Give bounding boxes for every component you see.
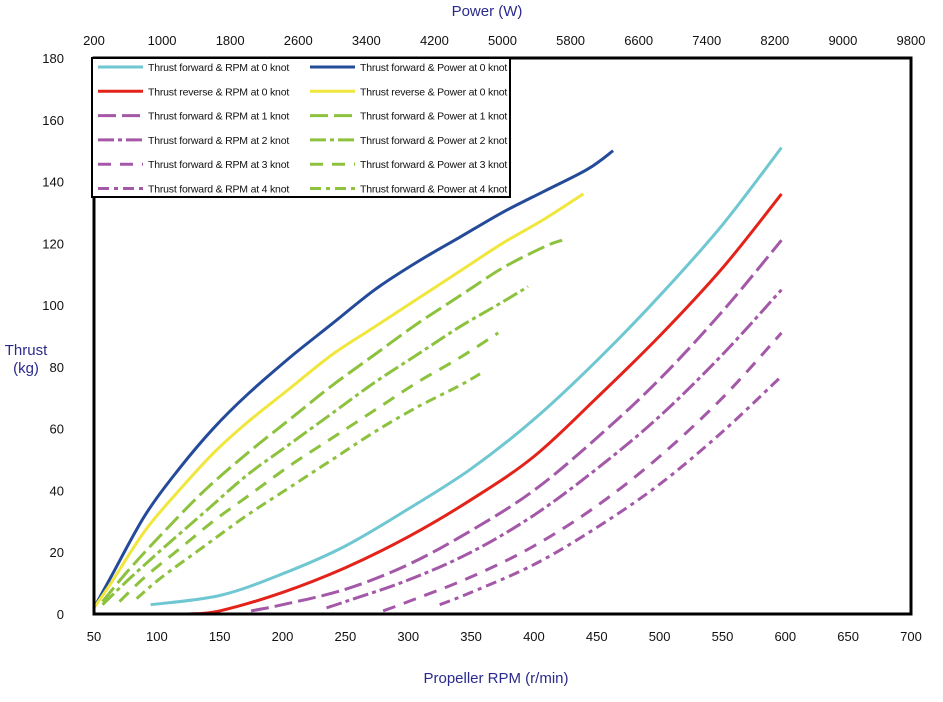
power-tick-label: 9000 <box>828 33 857 48</box>
power-tick-label: 1000 <box>148 33 177 48</box>
rpm-tick-label: 350 <box>460 629 482 644</box>
thrust-tick-label: 60 <box>50 422 64 437</box>
thrust-tick-label: 180 <box>42 51 64 66</box>
thrust-tick-label: 100 <box>42 298 64 313</box>
legend-label-thrust-forward-power-at-4-knot: Thrust forward & Power at 4 knot <box>360 184 507 196</box>
power-tick-labels: 200 1000 1800 2600 3400 4200 5000 5800 6600 7400 8… <box>83 33 925 48</box>
legend-label-thrust-forward-rpm-at-0-knot: Thrust forward & RPM at 0 knot <box>148 62 289 74</box>
power-tick-label: 3400 <box>352 33 381 48</box>
rpm-tick-label: 600 <box>774 629 796 644</box>
rpm-tick-labels: 50 100 150 200 250 300 350 400 450 500 550 600 650 70… <box>87 629 922 644</box>
series-line-thrust-forward-power-at-3-knot <box>118 331 500 603</box>
power-tick-label: 8200 <box>760 33 789 48</box>
thrust-tick-label: 160 <box>42 113 64 128</box>
series-line-thrust-reverse-rpm-at-0-knot <box>188 192 783 616</box>
rpm-tick-label: 650 <box>837 629 859 644</box>
rpm-tick-label: 550 <box>712 629 734 644</box>
legend-label-thrust-forward-power-at-0-knot: Thrust forward & Power at 0 knot <box>360 62 507 74</box>
legend-label-thrust-reverse-power-at-0-knot: Thrust reverse & Power at 0 knot <box>360 86 507 98</box>
thrust-tick-label: 20 <box>50 545 64 560</box>
series-line-thrust-forward-power-at-1-knot <box>101 238 563 603</box>
series-line-thrust-forward-rpm-at-3-knot <box>382 331 783 613</box>
legend-label-thrust-forward-rpm-at-1-knot: Thrust forward & RPM at 1 knot <box>148 111 289 123</box>
series-curves <box>92 146 783 616</box>
rpm-tick-label: 450 <box>586 629 608 644</box>
legend-label-thrust-forward-power-at-3-knot: Thrust forward & Power at 3 knot <box>360 159 507 171</box>
legend-label-thrust-forward-rpm-at-2-knot: Thrust forward & RPM at 2 knot <box>148 135 289 147</box>
thrust-tick-labels: 0 20 40 60 80 100 120 140 160 180 <box>42 51 64 622</box>
power-tick-label: 7400 <box>692 33 721 48</box>
thrust-tick-label: 40 <box>50 483 64 498</box>
legend-box <box>91 57 511 198</box>
rpm-tick-label: 200 <box>272 629 294 644</box>
series-line-thrust-forward-rpm-at-4-knot <box>439 375 783 607</box>
thrust-tick-label: 80 <box>50 360 64 375</box>
rpm-tick-label: 100 <box>146 629 168 644</box>
series-line-thrust-forward-power-at-0-knot <box>92 149 615 609</box>
power-tick-label: 200 <box>83 33 105 48</box>
rpm-tick-label: 500 <box>649 629 671 644</box>
series-line-thrust-reverse-power-at-0-knot <box>92 192 585 609</box>
series-line-thrust-forward-power-at-4-knot <box>135 371 482 600</box>
rpm-tick-label: 250 <box>335 629 357 644</box>
thrust-axis-title: Thrust <box>5 342 48 359</box>
rpm-tick-label: 700 <box>900 629 922 644</box>
thrust-tick-label: 120 <box>42 236 64 251</box>
legend: Thrust forward & RPM at 0 knot Thrust for… <box>91 57 511 198</box>
legend-label-thrust-forward-power-at-2-knot: Thrust forward & Power at 2 knot <box>360 135 507 147</box>
rpm-tick-label: 400 <box>523 629 545 644</box>
series-line-thrust-forward-power-at-2-knot <box>101 285 529 606</box>
rpm-tick-label: 300 <box>397 629 419 644</box>
rpm-tick-label: 150 <box>209 629 231 644</box>
legend-label-thrust-forward-rpm-at-3-knot: Thrust forward & RPM at 3 knot <box>148 159 289 171</box>
thrust-axis-unit: (kg) <box>13 360 39 377</box>
power-tick-label: 6600 <box>624 33 653 48</box>
power-tick-label: 5000 <box>488 33 517 48</box>
rpm-tick-label: 50 <box>87 629 101 644</box>
power-tick-label: 5800 <box>556 33 585 48</box>
series-line-thrust-forward-rpm-at-0-knot <box>150 146 783 607</box>
thrust-tick-label: 140 <box>42 175 64 190</box>
series-line-thrust-forward-rpm-at-1-knot <box>250 239 783 613</box>
power-tick-label: 2600 <box>284 33 313 48</box>
power-tick-label: 4200 <box>420 33 449 48</box>
rpm-axis-title: Propeller RPM (r/min) <box>423 670 568 687</box>
legend-label-thrust-forward-power-at-1-knot: Thrust forward & Power at 1 knot <box>360 111 507 123</box>
power-tick-label: 1800 <box>216 33 245 48</box>
thrust-tick-label: 0 <box>57 607 64 622</box>
legend-label-thrust-reverse-rpm-at-0-knot: Thrust reverse & RPM at 0 knot <box>148 86 289 98</box>
power-axis-title: Power (W) <box>452 3 523 20</box>
legend-label-thrust-forward-rpm-at-4-knot: Thrust forward & RPM at 4 knot <box>148 184 289 196</box>
power-tick-label: 9800 <box>897 33 926 48</box>
series-line-thrust-forward-rpm-at-2-knot <box>326 288 783 610</box>
